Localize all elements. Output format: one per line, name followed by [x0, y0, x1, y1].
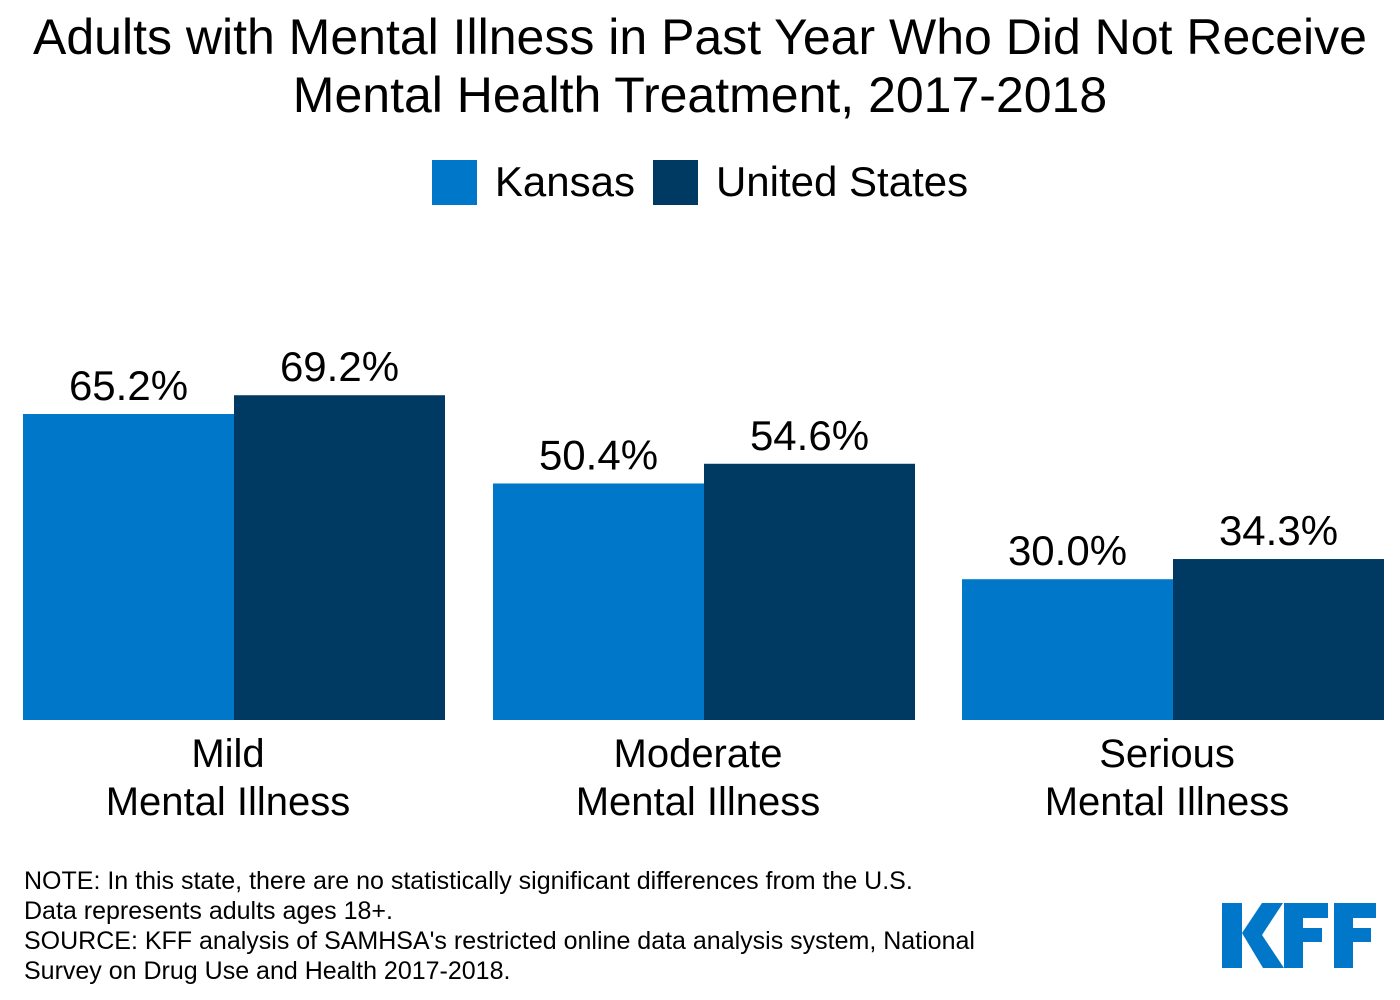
bar-kansas: [23, 414, 234, 720]
note-line: Data represents adults ages 18+.: [24, 897, 393, 925]
legend-label: United States: [715, 158, 969, 205]
data-label: 54.6%: [750, 412, 869, 459]
bar-kansas: [962, 579, 1173, 720]
source-line: SOURCE: KFF analysis of SAMHSA's restric…: [24, 927, 975, 955]
legend-label: Kansas: [494, 158, 635, 205]
bar-united-states: [1173, 559, 1384, 720]
kff-logo: [1222, 903, 1376, 968]
data-label: 34.3%: [1219, 507, 1338, 554]
bar-united-states: [234, 395, 445, 720]
data-label: 69.2%: [280, 343, 399, 390]
bar-united-states: [704, 463, 915, 720]
legend-item-kansas: Kansas: [431, 158, 635, 206]
legend-item-united-states: United States: [652, 158, 969, 206]
legend-swatch: [652, 159, 698, 205]
category-label: Moderate Mental Illness: [575, 732, 821, 824]
bar-kansas: [493, 483, 704, 720]
chart-title: Adults with Mental Illness in Past Year …: [33, 9, 1367, 123]
source-line: Survey on Drug Use and Health 2017-2018.: [24, 957, 511, 985]
note-line: NOTE: In this state, there are no statis…: [24, 867, 913, 895]
data-label: 50.4%: [539, 431, 658, 478]
category-label: Mild Mental Illness: [105, 732, 351, 824]
data-label: 65.2%: [69, 362, 188, 409]
data-label: 30.0%: [1008, 527, 1127, 574]
legend: Kansas United States: [0, 158, 1400, 206]
legend-swatch: [431, 159, 477, 205]
notes: NOTE: In this state, there are no statis…: [24, 866, 975, 986]
category-label: Serious Mental Illness: [1044, 732, 1290, 824]
